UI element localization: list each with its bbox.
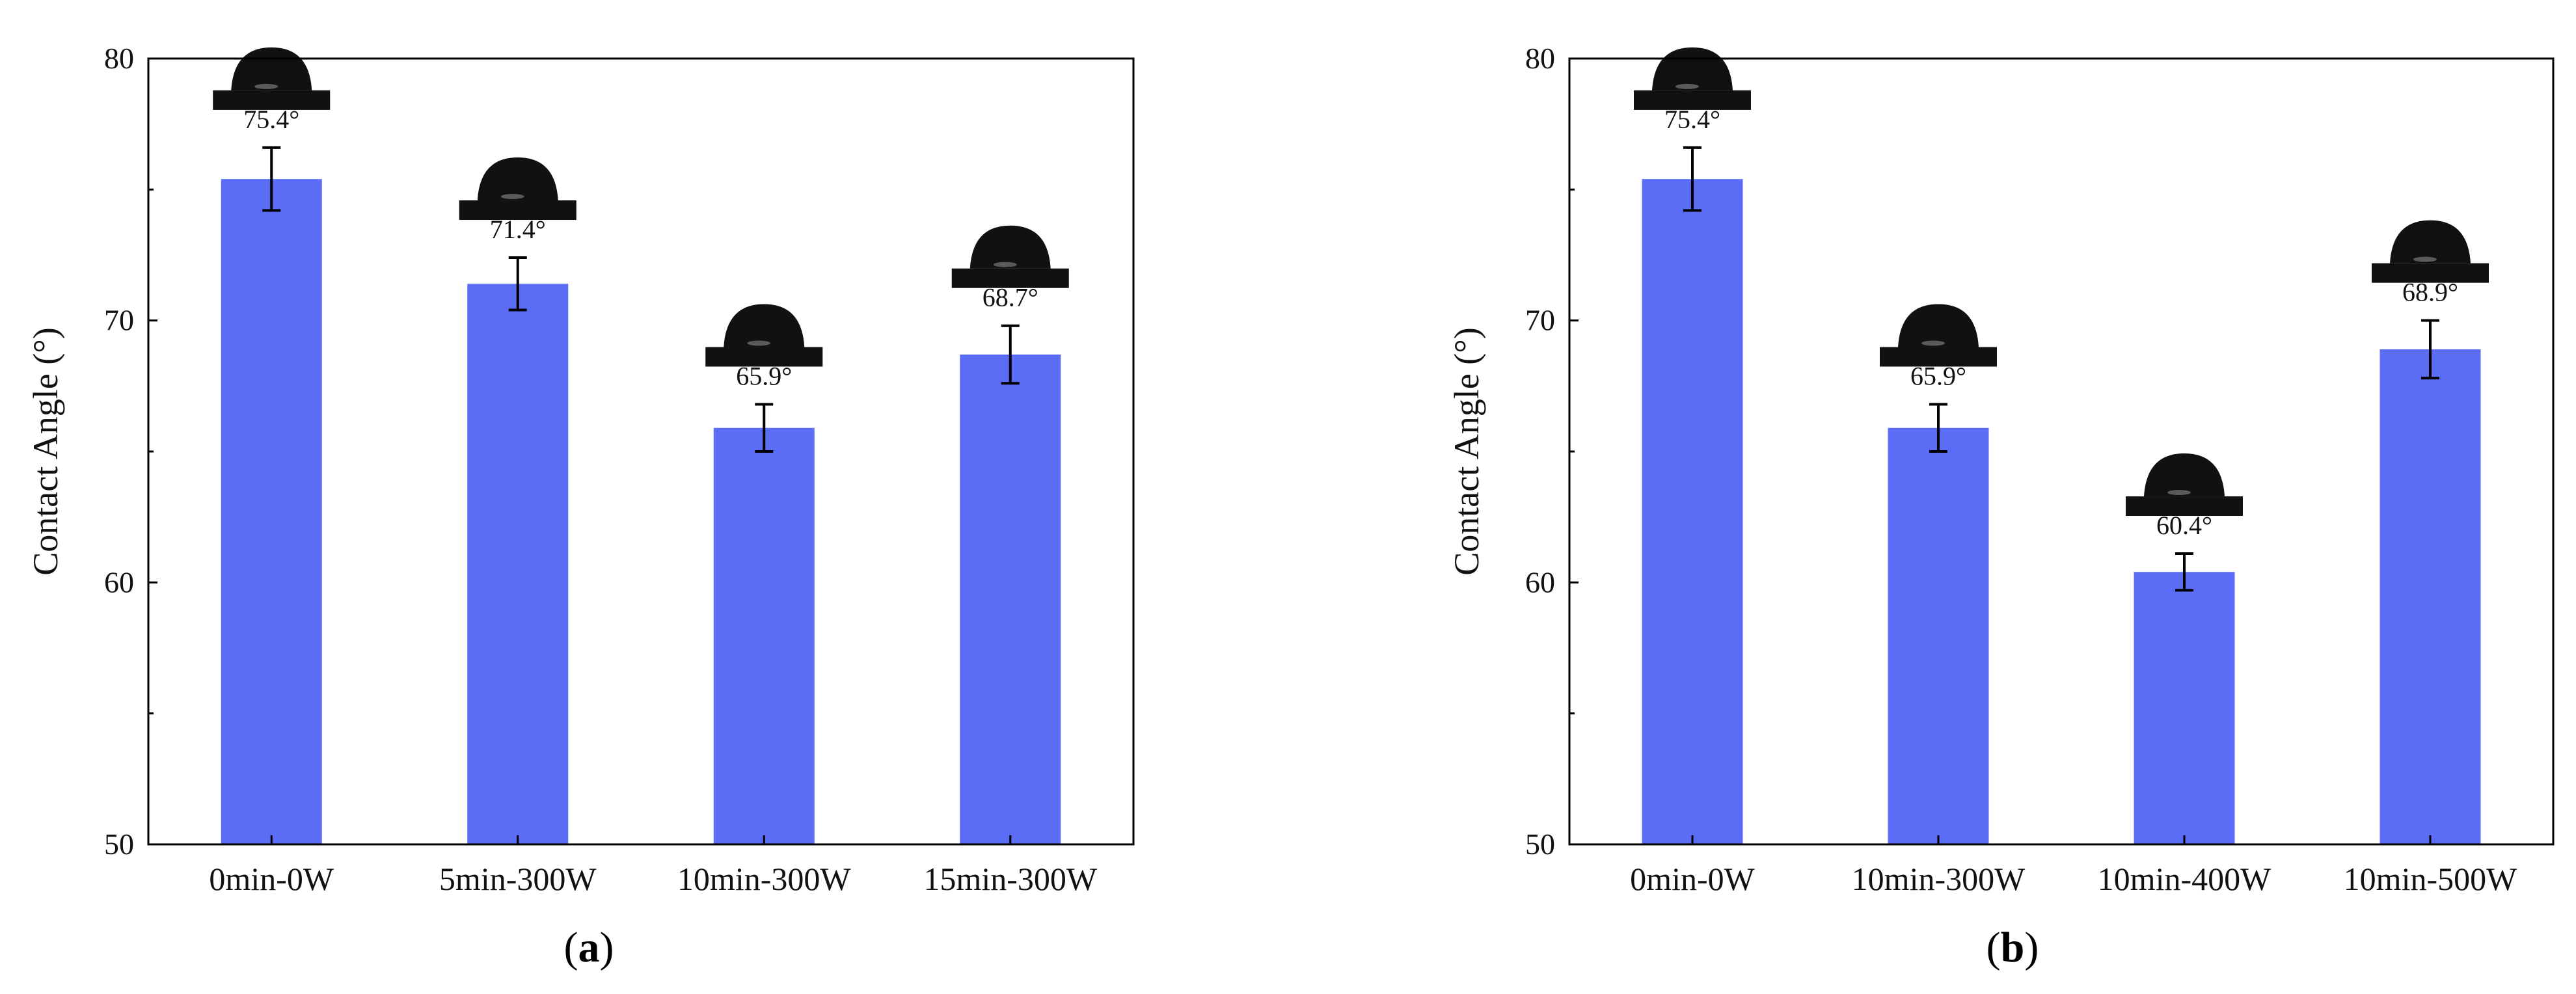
droplet-icon [705,304,823,367]
error-bar [1001,324,1020,385]
y-axis-title: Contact Angle (°) [26,327,65,576]
droplet-icon [1880,304,1997,367]
error-bar [755,403,774,453]
error-bar [2421,319,2439,380]
y-tick-label: 70 [104,304,134,337]
bar-10min-300W [1888,427,1989,844]
x-tick-label: 10min-300W [1852,861,2026,897]
bar-0min-0W [221,179,322,844]
bar-15min-300W [960,355,1061,844]
y-tick-label: 80 [104,42,134,75]
x-tick-label: 0min-0W [209,861,334,897]
y-tick-label: 60 [1525,565,1555,598]
x-tick-label: 10min-300W [677,861,851,897]
bar-10min-300W [713,427,815,844]
droplet-icon [213,47,331,110]
droplet-icon [1634,47,1751,110]
x-tick-label: 10min-500W [2344,861,2517,897]
droplet-icon [459,157,576,221]
x-tick-label: 0min-0W [1630,861,1755,897]
error-bar [2175,552,2193,592]
bar-5min-300W [467,284,569,844]
x-tick-label: 15min-300W [923,861,1097,897]
x-tick-label: 10min-400W [2098,861,2271,897]
y-tick-label: 50 [104,827,134,861]
y-tick-label: 50 [1525,827,1555,861]
error-bar [262,146,281,212]
error-bar [1683,146,1702,212]
bar-10min-500W [2379,349,2481,844]
bar-0min-0W [1642,179,1743,844]
droplet-icon [951,225,1069,288]
y-axis-title: Contact Angle (°) [1447,327,1486,576]
y-tick-label: 80 [1525,42,1555,75]
error-bar [508,256,527,312]
y-tick-label: 60 [104,565,134,598]
panel-label: (a) [564,924,614,971]
droplet-icon [2126,453,2243,517]
droplet-icon [2372,220,2489,283]
error-bar [1929,403,1947,453]
y-tick-label: 70 [1525,304,1555,337]
panel-label: (b) [1986,924,2039,971]
bar-10min-400W [2134,572,2235,844]
x-tick-label: 5min-300W [439,861,597,897]
